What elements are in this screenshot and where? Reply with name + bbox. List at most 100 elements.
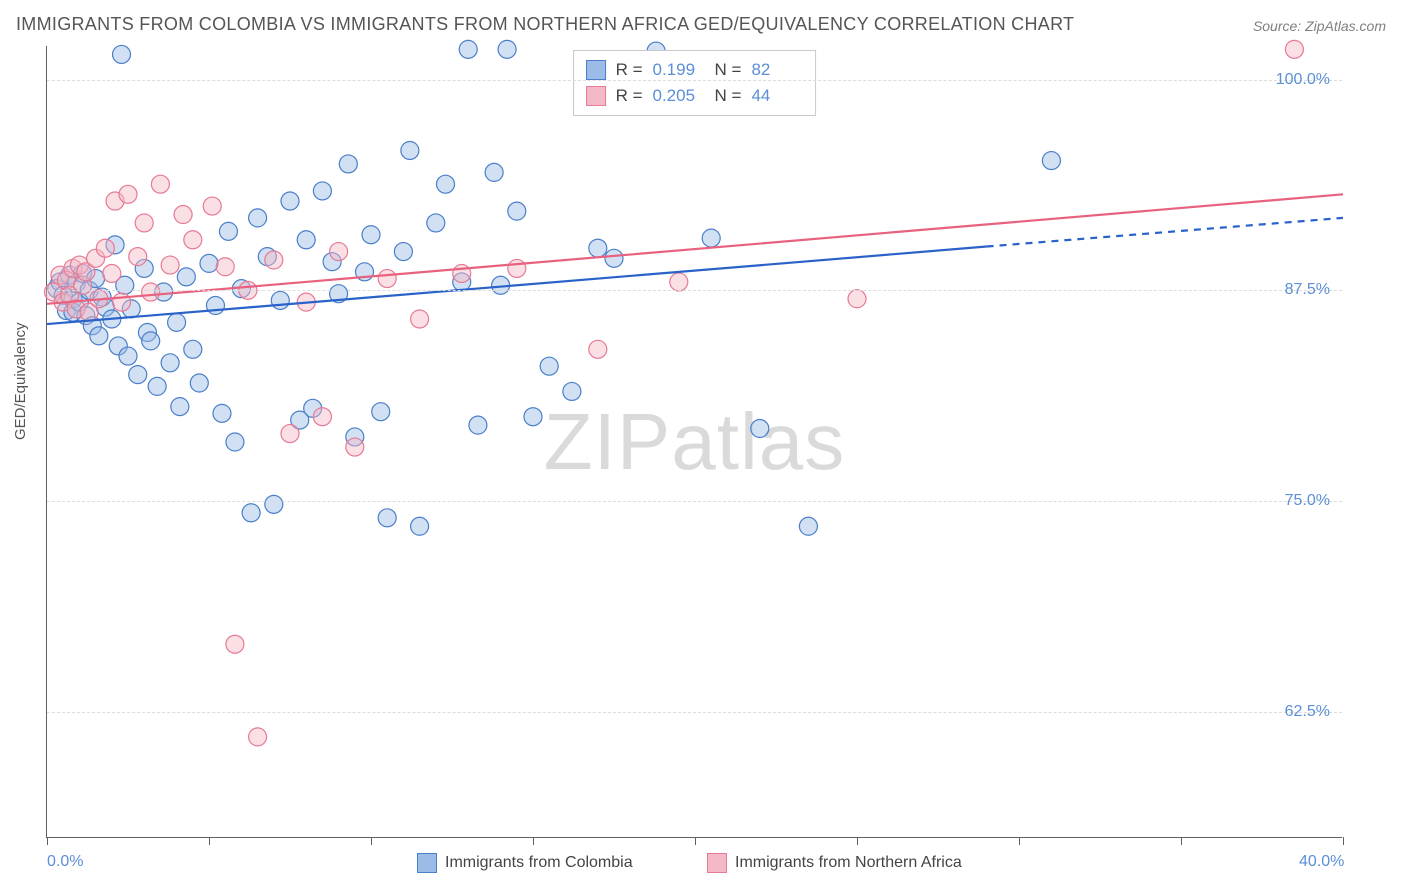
scatter-point [265, 495, 283, 513]
scatter-point [226, 635, 244, 653]
scatter-point [1042, 152, 1060, 170]
y-axis-label: GED/Equivalency [12, 322, 29, 440]
scatter-point [190, 374, 208, 392]
x-tick [1019, 837, 1020, 845]
bottom-swatch-series2 [707, 853, 727, 873]
y-tick-label: 62.5% [1285, 703, 1330, 721]
r-value-series2: 0.205 [653, 83, 705, 109]
chart-title: IMMIGRANTS FROM COLOMBIA VS IMMIGRANTS F… [16, 14, 1074, 35]
scatter-point [339, 155, 357, 173]
scatter-point [848, 290, 866, 308]
scatter-point [469, 416, 487, 434]
scatter-point [313, 182, 331, 200]
x-tick [533, 837, 534, 845]
scatter-point [203, 197, 221, 215]
scatter-point [427, 214, 445, 232]
x-tick [1181, 837, 1182, 845]
scatter-point [670, 273, 688, 291]
scatter-point [589, 340, 607, 358]
scatter-point [271, 291, 289, 309]
scatter-point [129, 366, 147, 384]
x-tick [1343, 837, 1344, 845]
scatter-point [751, 420, 769, 438]
x-tick-label: 40.0% [1299, 853, 1344, 871]
scatter-point [161, 354, 179, 372]
scatter-point [313, 408, 331, 426]
scatter-point [216, 258, 234, 276]
trend-line-dashed [987, 218, 1343, 247]
gridline [47, 501, 1342, 502]
scatter-point [151, 175, 169, 193]
scatter-point [394, 243, 412, 261]
scatter-point [281, 425, 299, 443]
y-tick-label: 87.5% [1285, 281, 1330, 299]
scatter-point [378, 509, 396, 527]
scatter-point [177, 268, 195, 286]
scatter-point [563, 382, 581, 400]
gridline [47, 712, 1342, 713]
scatter-point [168, 313, 186, 331]
bottom-legend-series2: Immigrants from Northern Africa [707, 853, 962, 873]
chart-container: IMMIGRANTS FROM COLOMBIA VS IMMIGRANTS F… [0, 0, 1406, 892]
scatter-point [171, 398, 189, 416]
scatter-point [330, 243, 348, 261]
scatter-point [148, 377, 166, 395]
scatter-point [401, 141, 419, 159]
scatter-point [226, 433, 244, 451]
scatter-point [113, 45, 131, 63]
scatter-point [362, 226, 380, 244]
gridline [47, 290, 1342, 291]
y-tick-label: 75.0% [1285, 492, 1330, 510]
scatter-point [249, 728, 267, 746]
scatter-point [96, 239, 114, 257]
correlation-legend: R = 0.199 N = 82 R = 0.205 N = 44 [573, 50, 817, 116]
x-tick [47, 837, 48, 845]
scatter-point [103, 264, 121, 282]
y-tick-label: 100.0% [1276, 71, 1330, 89]
legend-swatch-series1 [586, 60, 606, 80]
plot-area: ZIPatlas R = 0.199 N = 82 R = 0.205 N = … [46, 46, 1342, 838]
scatter-point [184, 340, 202, 358]
scatter-point [213, 404, 231, 422]
x-tick-label: 0.0% [47, 853, 83, 871]
scatter-point [702, 229, 720, 247]
n-label: N = [715, 83, 742, 109]
scatter-point [346, 438, 364, 456]
scatter-point [119, 185, 137, 203]
scatter-point [174, 206, 192, 224]
legend-swatch-series2 [586, 86, 606, 106]
scatter-point [605, 249, 623, 267]
x-tick [371, 837, 372, 845]
scatter-point [142, 283, 160, 301]
scatter-point [378, 270, 396, 288]
scatter-point [485, 163, 503, 181]
scatter-point [161, 256, 179, 274]
scatter-point [135, 214, 153, 232]
scatter-point [142, 332, 160, 350]
scatter-point [508, 202, 526, 220]
scatter-point [200, 254, 218, 272]
bottom-swatch-series1 [417, 853, 437, 873]
scatter-point [589, 239, 607, 257]
legend-row-series2: R = 0.205 N = 44 [586, 83, 804, 109]
scatter-point [184, 231, 202, 249]
scatter-point [411, 517, 429, 535]
scatter-point [119, 347, 137, 365]
r-label: R = [616, 83, 643, 109]
trend-line [47, 194, 1343, 304]
scatter-point [90, 327, 108, 345]
scatter-point [113, 293, 131, 311]
scatter-point [459, 40, 477, 58]
scatter-point [265, 251, 283, 269]
n-value-series2: 44 [751, 83, 803, 109]
scatter-point [524, 408, 542, 426]
bottom-legend-series1: Immigrants from Colombia [417, 853, 633, 873]
source-label: Source: ZipAtlas.com [1253, 18, 1386, 34]
scatter-point [540, 357, 558, 375]
gridline [47, 80, 1342, 81]
scatter-point [498, 40, 516, 58]
x-tick [209, 837, 210, 845]
scatter-point [129, 248, 147, 266]
x-tick [857, 837, 858, 845]
scatter-point [249, 209, 267, 227]
